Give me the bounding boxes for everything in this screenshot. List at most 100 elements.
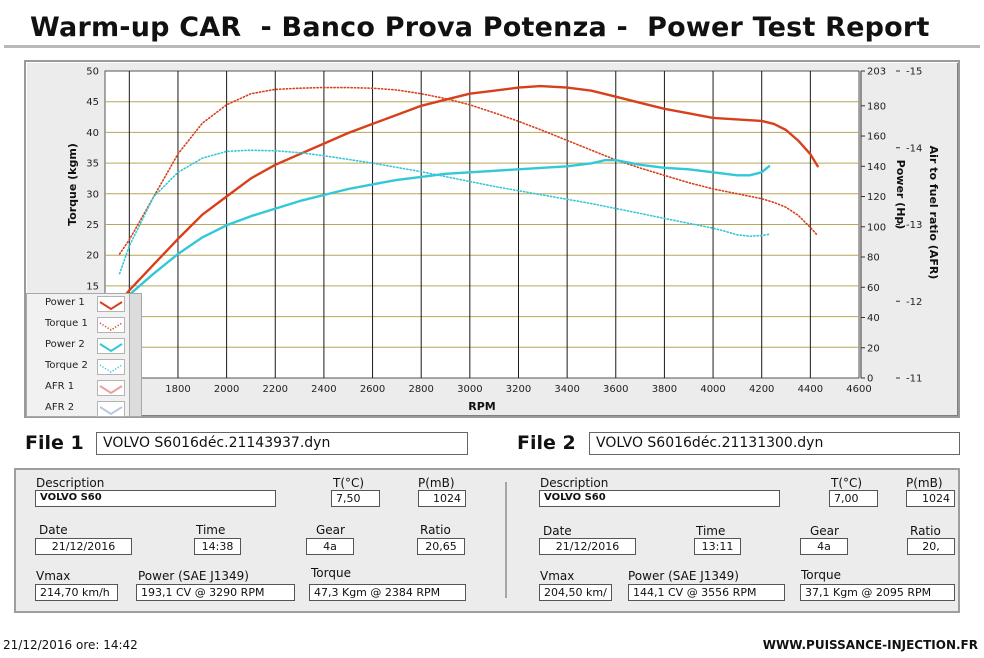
file2-gear-field: 4a [800,538,848,555]
power-torque-chart: 15 20 25 30 35 40 45 50 Torque (kgm) 0 20 40 60 80 100… [66,67,940,414]
y-tick-label-afr: -12 [906,297,922,308]
x-tick-label: 3200 [506,384,531,395]
file1-torque-label: Torque [311,566,351,580]
legend-swatch [97,380,125,396]
legend-swatch [97,317,125,333]
file1-date-field: 21/12/2016 [35,538,132,555]
y-tick-label-power: 20 [867,343,880,354]
series-torque-2-line [118,149,770,275]
y-tick-label-torque: 15 [86,281,99,292]
y-tick-label-afr: -11 [906,374,922,385]
x-tick-label: 2400 [311,384,336,395]
x-tick-label: 2000 [214,384,239,395]
file2-description-field: VOLVO S60 [539,490,780,507]
file2-date-field: 21/12/2016 [539,538,636,555]
file2-filename: VOLVO S6016déc.21131300.dyn [589,432,960,455]
title-bar: Warm-up CAR - Banco Prova Potenza - Powe… [4,4,980,48]
file1-gear-label: Gear [316,523,345,537]
footer-website: WWW.PUISSANCE-INJECTION.FR [762,638,978,652]
legend-item: AFR 2 [27,399,143,419]
legend-item: Power 1 [27,294,143,314]
file2-date-label: Date [543,524,572,538]
legend-scrollbar[interactable] [129,294,141,416]
legend-label: Power 2 [45,339,85,350]
file2-temp-label: T(°C) [831,476,863,490]
y-tick-label-power: 203 [867,67,886,78]
y-tick-label-power: 120 [867,192,886,203]
legend-swatch [97,296,125,312]
legend-swatch [97,401,125,417]
footer-datetime: 21/12/2016 ore: 14:42 [3,638,138,652]
file2-label: File 2 [517,432,576,454]
x-tick-label: 2200 [263,384,288,395]
x-tick-label: 3000 [457,384,482,395]
file1-filename: VOLVO S6016déc.21143937.dyn [96,432,468,455]
legend-item: Torque 2 [27,357,143,377]
y-tick-label-torque: 35 [86,159,99,170]
file2-gear-label: Gear [810,524,839,538]
file1-gear-field: 4a [306,538,354,555]
legend-swatch [97,359,125,375]
y-tick-label-torque: 25 [86,220,99,231]
file1-time-field: 14:38 [194,538,241,555]
file1-pressure-field: 1024 [418,490,466,507]
y-tick-label-power: 40 [867,313,880,324]
y-tick-label-afr: -14 [906,143,922,154]
legend-swatch-line [99,364,123,373]
x-tick-label: 3400 [554,384,579,395]
y-tick-label-power: 0 [867,374,873,385]
legend-label: AFR 2 [45,402,75,413]
y-tick-label-power: 100 [867,222,886,233]
file2-power-field: 144,1 CV @ 3556 RPM [628,584,785,601]
x-tick-label: 2800 [408,384,433,395]
file1-date-label: Date [39,523,68,537]
legend-swatch [97,338,125,354]
legend-label: Torque 1 [45,318,88,329]
y-tick-label-afr: -15 [906,67,922,78]
file2-power-label: Power (SAE J1349) [628,569,739,583]
legend-swatch-line [99,301,123,311]
legend-label: Torque 2 [45,360,88,371]
legend-label: AFR 1 [45,381,75,392]
file2-description-label: Description [540,476,609,490]
panel-divider [505,482,507,598]
file1-temp-label: T(°C) [333,476,365,490]
file1-description-label: Description [36,476,105,490]
file2-time-field: 13:11 [694,538,741,555]
file2-ratio-label: Ratio [910,524,941,538]
legend-swatch-line [99,406,123,416]
file2-torque-field: 37,1 Kgm @ 2095 RPM [800,584,955,601]
file1-temp-field: 7,50 [331,490,380,507]
y-tick-label-power: 80 [867,253,880,264]
legend-swatch-line [99,385,123,395]
file1-power-field: 193,1 CV @ 3290 RPM [136,584,295,601]
y-tick-label-torque: 30 [86,189,99,200]
y-axis-label-power: Power (Hp) [894,160,907,230]
file1-ratio-label: Ratio [420,523,451,537]
file2-pressure-label: P(mB) [906,476,943,490]
y-tick-label-afr: -13 [906,220,922,231]
legend-swatch-line [99,343,123,353]
file2-ratio-field: 20, [907,538,955,555]
x-tick-label: 4600 [846,384,871,395]
file1-description-field: VOLVO S60 [35,490,276,507]
file2-time-label: Time [696,524,726,538]
chart-legend: Power 1 Torque 1 Power 2 Torque 2 AFR 1 AFR 2 [26,293,142,417]
x-tick-label: 3600 [603,384,628,395]
legend-swatch-line [99,322,123,331]
file1-ratio-field: 20,65 [417,538,465,555]
legend-item: AFR 1 [27,378,143,398]
file2-vmax-field: 204,50 km/ [539,584,612,601]
series-power-2-line [118,158,771,319]
series-torque-1-line [118,86,819,255]
y-tick-label-power: 160 [867,132,886,143]
x-axis-label: RPM [468,400,495,413]
file1-power-label: Power (SAE J1349) [138,569,249,583]
y-tick-label-torque: 20 [86,251,99,262]
legend-item: Torque 1 [27,315,143,335]
y-tick-label-power: 140 [867,162,886,173]
series-power-1-line [115,84,819,307]
legend-label: Power 1 [45,297,85,308]
y-axis-label-afr: Air to fuel ratio (AFR) [927,146,940,280]
